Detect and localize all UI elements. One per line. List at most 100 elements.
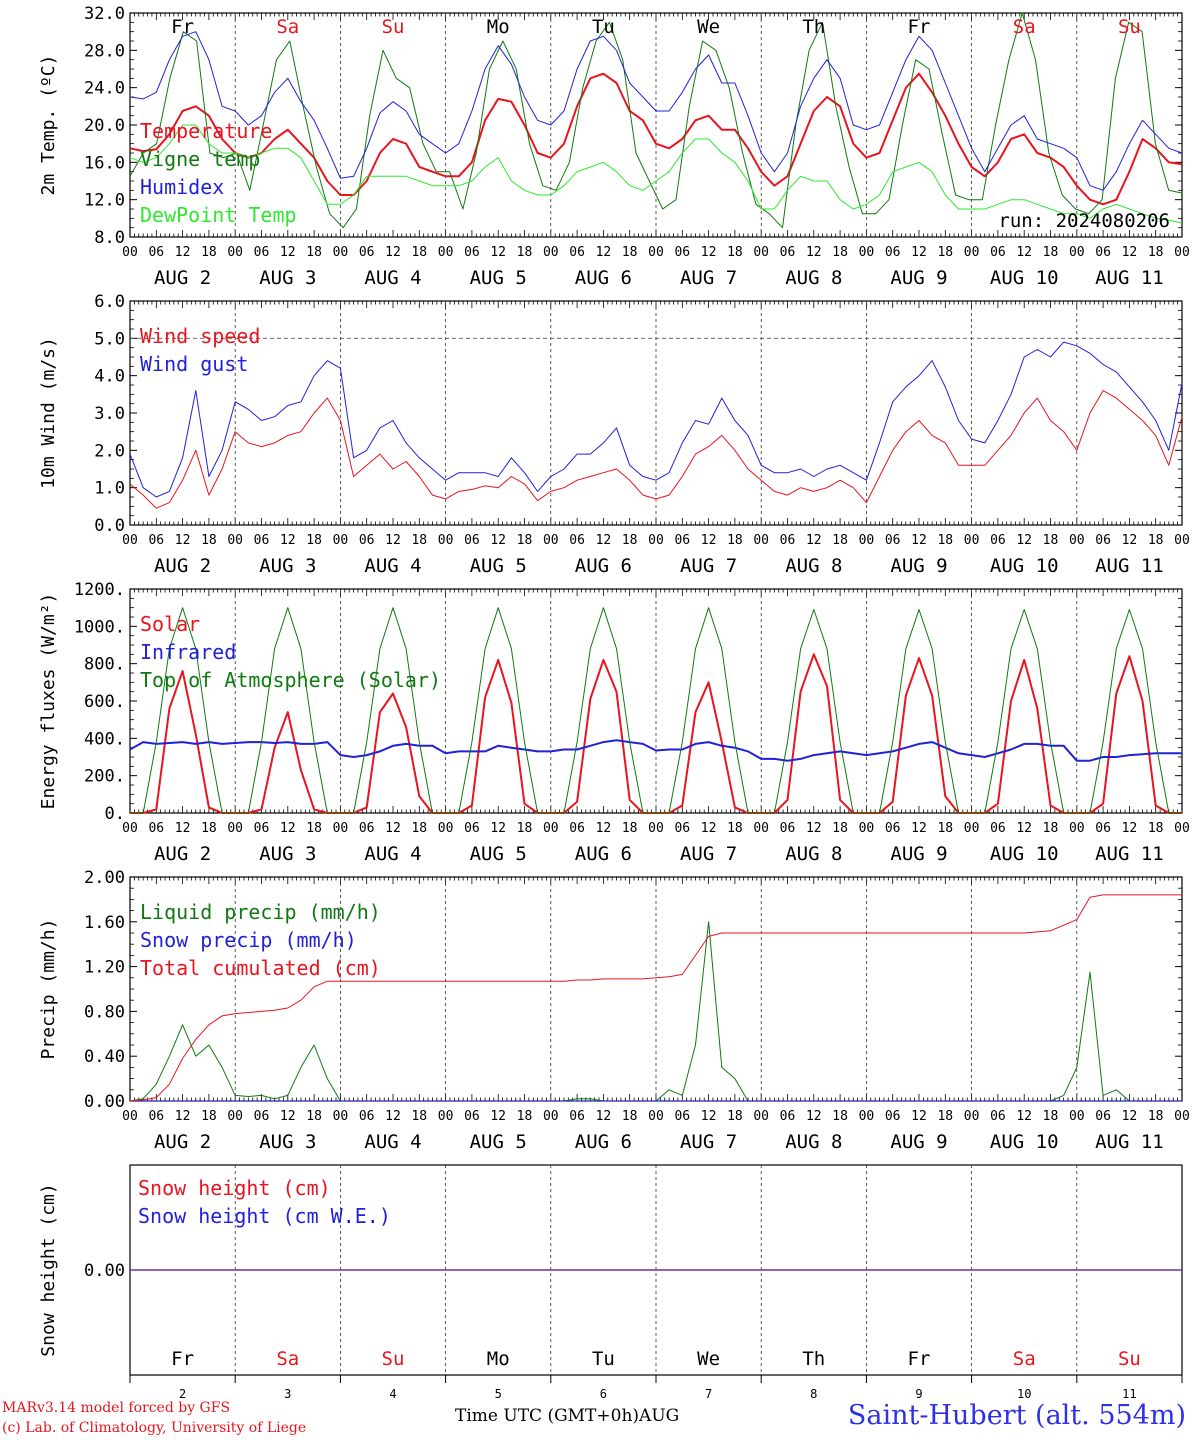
hour-tick-label: 18 bbox=[1148, 533, 1164, 548]
hour-tick-label: 18 bbox=[517, 1109, 533, 1124]
station-name: Saint-Hubert (alt. 554m) bbox=[847, 1400, 1186, 1431]
hour-tick-label: 00 bbox=[543, 821, 559, 836]
day-date-label: AUG 5 bbox=[470, 267, 527, 289]
hour-tick-label: 12 bbox=[806, 821, 822, 836]
hour-tick-label: 12 bbox=[1122, 245, 1138, 260]
time-axis-label: Time UTC (GMT+0h)AUG bbox=[455, 1406, 679, 1426]
day-date-label: AUG 11 bbox=[1095, 1131, 1164, 1153]
hour-tick-label: 12 bbox=[596, 533, 612, 548]
legend-entry: Snow precip (mm/h) bbox=[140, 928, 357, 952]
hour-tick-label: 12 bbox=[911, 533, 927, 548]
y-tick-label: 0.80 bbox=[84, 1002, 125, 1022]
hour-tick-label: 12 bbox=[280, 821, 296, 836]
y-axis-label: 2m Temp. (ºC) bbox=[38, 55, 59, 196]
day-date-label: AUG 6 bbox=[575, 267, 632, 289]
hour-tick-label: 18 bbox=[727, 533, 743, 548]
day-date-label: AUG 3 bbox=[259, 267, 316, 289]
hour-tick-label: 00 bbox=[859, 245, 875, 260]
hour-tick-label: 00 bbox=[964, 533, 980, 548]
y-tick-label: 1.60 bbox=[84, 913, 125, 933]
panel-1: 8.0 12.0 16.0 20.0 24.0 28.0 32.0 2m Temp. (ºC)… bbox=[38, 4, 1190, 289]
hour-tick-label: 00 bbox=[648, 1109, 664, 1124]
series-line bbox=[129, 124, 1183, 224]
hour-tick-label: 12 bbox=[1016, 821, 1032, 836]
hour-tick-label: 12 bbox=[490, 245, 506, 260]
hour-tick-label: 12 bbox=[175, 821, 191, 836]
hour-tick-label: 00 bbox=[964, 821, 980, 836]
day-name-bottom: Tu bbox=[592, 1348, 615, 1370]
hour-tick-label: 00 bbox=[438, 533, 454, 548]
hour-tick-label: 06 bbox=[464, 533, 480, 548]
hour-tick-label: 00 bbox=[227, 1109, 243, 1124]
hour-tick-label: 00 bbox=[1069, 245, 1085, 260]
hour-tick-label: 12 bbox=[806, 533, 822, 548]
day-name-bottom: Sa bbox=[276, 1348, 299, 1370]
hour-tick-label: 06 bbox=[464, 821, 480, 836]
legend-entry: Snow height (cm) bbox=[138, 1176, 331, 1200]
hour-tick-label: 18 bbox=[622, 245, 638, 260]
y-tick-label: 2.0 bbox=[94, 441, 125, 461]
hour-tick-label: 18 bbox=[517, 245, 533, 260]
legend-entry: Wind gust bbox=[140, 352, 248, 376]
y-tick-label: 1.20 bbox=[84, 958, 125, 978]
day-number-label: 8 bbox=[810, 1387, 817, 1401]
day-name-top: Th bbox=[802, 16, 825, 38]
hour-tick-label: 12 bbox=[806, 245, 822, 260]
hour-tick-label: 00 bbox=[438, 1109, 454, 1124]
day-name-bottom: Su bbox=[1118, 1348, 1141, 1370]
day-date-label: AUG 2 bbox=[154, 1131, 211, 1153]
hour-tick-label: 12 bbox=[1016, 1109, 1032, 1124]
y-tick-label: 800. bbox=[84, 655, 125, 675]
day-number-label: 5 bbox=[495, 1387, 502, 1401]
day-name-bottom: Sa bbox=[1013, 1348, 1036, 1370]
day-number-label: 7 bbox=[705, 1387, 712, 1401]
hour-tick-label: 06 bbox=[569, 245, 585, 260]
y-tick-label: 12.0 bbox=[84, 191, 125, 211]
hour-tick-label: 06 bbox=[254, 821, 270, 836]
hour-tick-label: 06 bbox=[148, 533, 164, 548]
month-label: AUG bbox=[639, 1406, 680, 1426]
panel-5: 0.00 Snow height (cm) Snow height (cm) Snow… bbox=[38, 1164, 1183, 1376]
hour-tick-label: 06 bbox=[359, 533, 375, 548]
hour-tick-label: 00 bbox=[753, 821, 769, 836]
hour-tick-label: 00 bbox=[1174, 1109, 1190, 1124]
hour-tick-label: 18 bbox=[201, 245, 217, 260]
hour-tick-label: 12 bbox=[701, 245, 717, 260]
y-tick-label: 0.00 bbox=[84, 1092, 125, 1112]
hour-tick-label: 06 bbox=[569, 1109, 585, 1124]
day-date-label: AUG 2 bbox=[154, 555, 211, 577]
hour-tick-label: 12 bbox=[1016, 533, 1032, 548]
day-name-bottom: Th bbox=[802, 1348, 825, 1370]
day-name-bottom: Fr bbox=[908, 1348, 931, 1370]
hour-tick-label: 18 bbox=[517, 533, 533, 548]
hour-tick-label: 12 bbox=[911, 1109, 927, 1124]
hour-tick-label: 00 bbox=[1174, 533, 1190, 548]
hour-tick-label: 18 bbox=[622, 533, 638, 548]
hour-tick-label: 06 bbox=[1095, 1109, 1111, 1124]
hour-tick-label: 18 bbox=[1148, 1109, 1164, 1124]
hour-tick-label: 18 bbox=[411, 1109, 427, 1124]
hour-tick-label: 06 bbox=[359, 245, 375, 260]
hour-tick-label: 00 bbox=[964, 1109, 980, 1124]
hour-tick-label: 12 bbox=[701, 1109, 717, 1124]
day-number-label: 4 bbox=[389, 1387, 396, 1401]
day-date-label: AUG 5 bbox=[470, 1131, 527, 1153]
hour-tick-label: 00 bbox=[964, 245, 980, 260]
hour-tick-label: 00 bbox=[753, 245, 769, 260]
day-date-label: AUG 5 bbox=[470, 843, 527, 865]
hour-tick-label: 00 bbox=[333, 821, 349, 836]
hour-tick-label: 18 bbox=[411, 821, 427, 836]
series-line bbox=[129, 894, 1182, 1102]
panel-frame bbox=[129, 588, 1183, 814]
day-date-label: AUG 6 bbox=[575, 1131, 632, 1153]
day-date-label: AUG 4 bbox=[364, 555, 421, 577]
hour-tick-label: 18 bbox=[727, 821, 743, 836]
hour-tick-label: 12 bbox=[280, 245, 296, 260]
hour-tick-label: 12 bbox=[385, 821, 401, 836]
hour-tick-label: 00 bbox=[859, 1109, 875, 1124]
day-name-top: Mo bbox=[487, 16, 510, 38]
hour-tick-label: 06 bbox=[254, 245, 270, 260]
panel-4: 0.00 0.40 0.80 1.20 1.60 2.00 Precip (mm/h) 00 0… bbox=[38, 868, 1190, 1153]
day-date-label: AUG 10 bbox=[990, 267, 1059, 289]
